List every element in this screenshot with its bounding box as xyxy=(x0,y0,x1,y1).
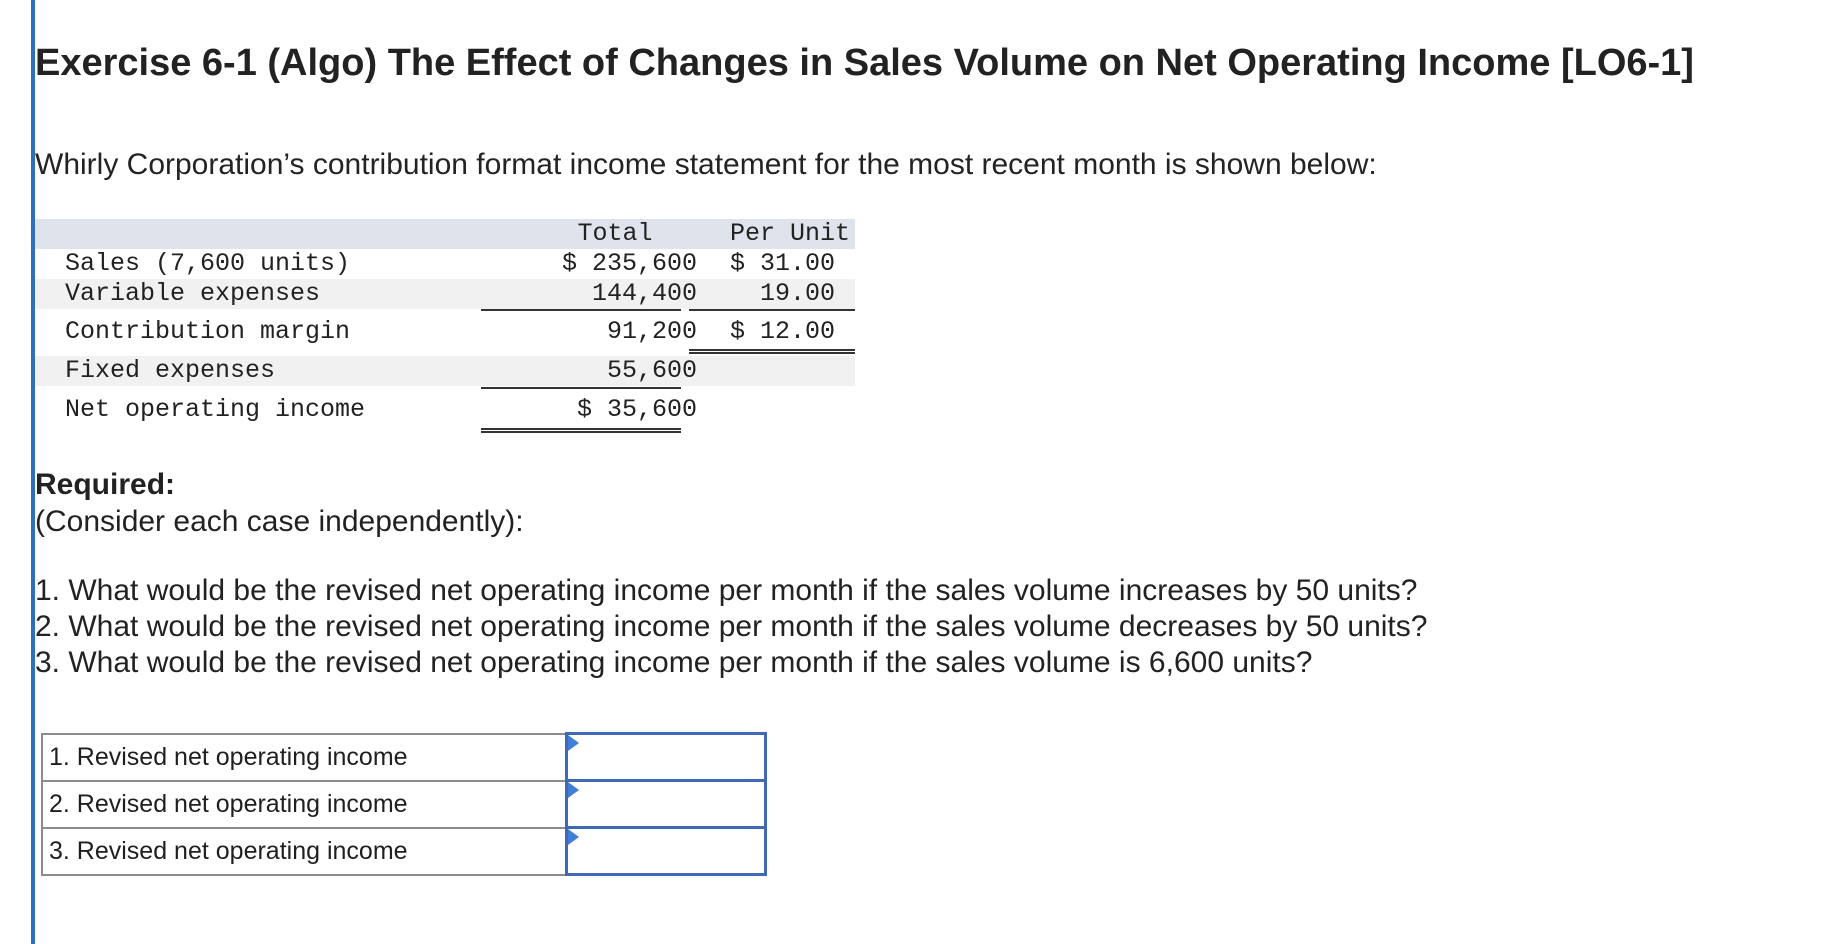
row-label-fixed-expenses: Fixed expenses xyxy=(65,356,276,385)
row-per-unit-contribution-margin: $ 12.00 xyxy=(729,317,835,346)
row-total-fixed-expenses: 55,600 xyxy=(606,356,697,385)
answer-cell-2[interactable] xyxy=(565,779,767,829)
left-accent-bar xyxy=(31,0,35,944)
flag-marker-icon xyxy=(568,829,579,845)
subtotal-rule-total xyxy=(481,309,681,311)
answer-row: 1. Revised net operating income xyxy=(41,732,767,782)
double-rule-per-unit xyxy=(689,349,855,354)
row-per-unit-variable-expenses: 19.00 xyxy=(759,279,835,308)
required-subheading: (Consider each case independently): xyxy=(35,505,524,538)
answer-row: 3. Revised net operating income xyxy=(41,826,767,876)
flag-marker-icon xyxy=(568,782,579,798)
answer-input-3[interactable] xyxy=(568,829,764,873)
header-per-unit: Per Unit xyxy=(729,219,851,248)
row-total-contribution-margin: 91,200 xyxy=(606,317,697,346)
answer-label-1: 1. Revised net operating income xyxy=(41,732,568,782)
answer-cell-1[interactable] xyxy=(565,732,767,782)
question-3: 3. What would be the revised net operati… xyxy=(35,646,1313,679)
question-list: 1. What would be the revised net operati… xyxy=(35,573,1427,681)
subtotal-rule-per-unit xyxy=(689,309,855,311)
answer-input-1[interactable] xyxy=(568,735,764,779)
subtotal-rule-fixed xyxy=(481,387,681,389)
row-label-sales: Sales (7,600 units) xyxy=(65,249,351,278)
statement-row-band xyxy=(35,356,855,386)
row-total-variable-expenses: 144,400 xyxy=(591,279,697,308)
flag-marker-icon xyxy=(568,735,579,751)
income-statement: Total Per Unit Sales (7,600 units) $ 235… xyxy=(35,219,855,435)
answer-input-2[interactable] xyxy=(568,782,764,826)
question-2: 2. What would be the revised net operati… xyxy=(35,610,1428,643)
answer-cell-3[interactable] xyxy=(565,826,767,876)
exercise-page: Exercise 6-1 (Algo) The Effect of Change… xyxy=(35,0,1815,944)
row-per-unit-sales: $ 31.00 xyxy=(729,249,835,278)
statement-header-band xyxy=(35,219,855,249)
row-label-variable-expenses: Variable expenses xyxy=(65,279,321,308)
exercise-intro: Whirly Corporation’s contribution format… xyxy=(35,148,1377,181)
answer-table: 1. Revised net operating income 2. Revis… xyxy=(41,732,767,876)
row-label-net-operating-income: Net operating income xyxy=(65,395,366,424)
row-total-net-operating-income: $ 35,600 xyxy=(576,395,697,424)
exercise-title: Exercise 6-1 (Algo) The Effect of Change… xyxy=(35,42,1694,84)
required-heading: Required: xyxy=(35,468,176,501)
double-rule-net-income xyxy=(481,428,681,433)
row-label-contribution-margin: Contribution margin xyxy=(65,317,351,346)
answer-row: 2. Revised net operating income xyxy=(41,779,767,829)
question-1: 1. What would be the revised net operati… xyxy=(35,574,1418,607)
answer-label-3: 3. Revised net operating income xyxy=(41,826,568,876)
statement-row-band xyxy=(35,279,855,309)
answer-label-2: 2. Revised net operating income xyxy=(41,779,568,829)
header-total: Total xyxy=(577,219,653,248)
row-total-sales: $ 235,600 xyxy=(561,249,697,278)
